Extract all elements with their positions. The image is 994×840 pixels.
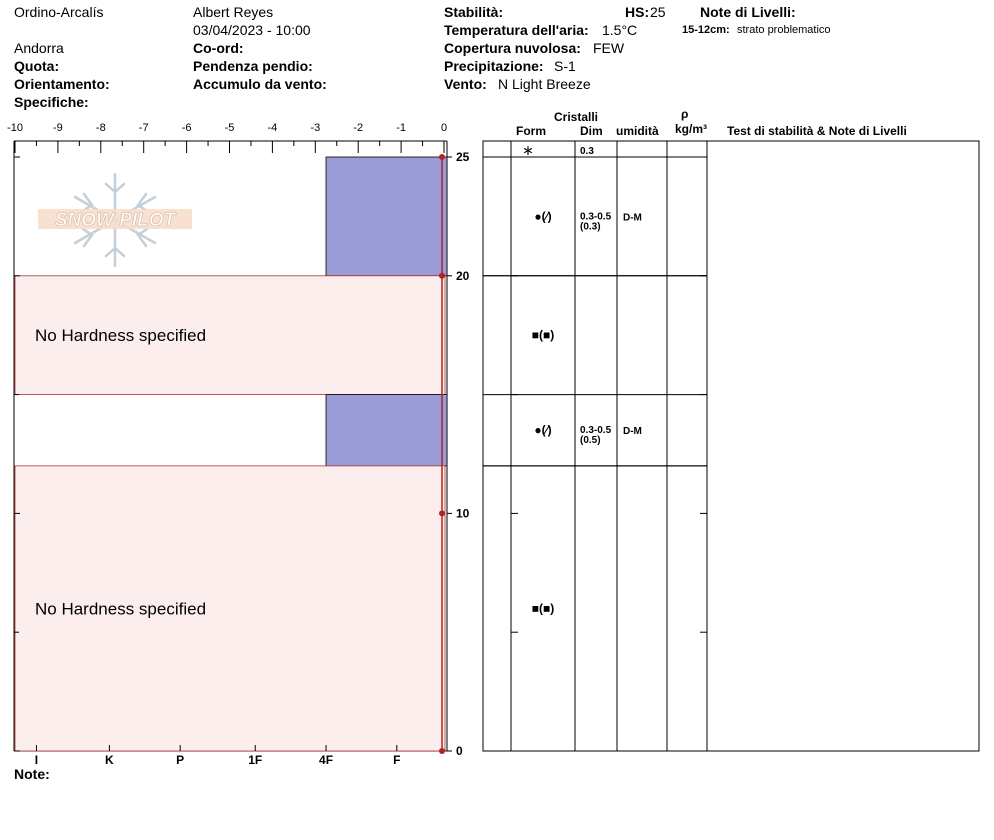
wind-load-label: Accumulo da vento: [193, 76, 327, 92]
grain-size-avg: (0.3) [580, 221, 601, 232]
form-header: Form [516, 124, 546, 138]
grain-form: ●(⁄) [534, 209, 551, 223]
air-temp-label: Temperatura dell'aria: [444, 22, 589, 38]
precip-label: Precipitazione: [444, 58, 544, 74]
temp-tick-label: -5 [225, 122, 235, 134]
surface-form: ∗ [522, 142, 534, 158]
location: Ordino-Arcalís [14, 4, 104, 20]
slope-label: Pendenza pendio: [193, 58, 313, 74]
grain-form: ●(⁄) [534, 423, 551, 437]
no-hardness-layer [14, 275, 446, 395]
temp-tick-label: -8 [96, 122, 106, 134]
coord-label: Co-ord: [193, 40, 244, 56]
density-unit-header: kg/m³ [675, 122, 708, 136]
quota-label: Quota: [14, 58, 60, 74]
cloud-value: FEW [593, 40, 625, 56]
observation-datetime: 03/04/2023 - 10:00 [193, 22, 311, 38]
depth-label: 20 [456, 269, 470, 283]
crystal-table-frame [482, 140, 980, 752]
tests-header: Test di stabilità & Note di Livelli [727, 124, 907, 138]
dim-header: Dim [580, 124, 603, 138]
hs-label: HS: [625, 4, 650, 20]
humidity-header: umidità [616, 124, 659, 138]
country: Andorra [14, 40, 64, 56]
temperature-point [439, 510, 445, 517]
temp-tick-label: -1 [396, 122, 406, 134]
temp-tick-label: 0 [441, 122, 447, 134]
layer-notes-label: Note di Livelli: [700, 4, 796, 20]
temperature-point [439, 154, 445, 160]
temp-tick-label: -9 [53, 122, 63, 134]
no-hardness-layer [14, 465, 446, 752]
orientation-label: Orientamento: [14, 76, 110, 92]
air-temp-value: 1.5°C [602, 22, 638, 38]
grain-form: ■(■) [532, 601, 555, 615]
hardness-label: F [393, 753, 400, 767]
temp-tick-label: -10 [7, 122, 23, 134]
hardness-label: 4F [319, 753, 333, 767]
logo-text: SNOW PILOT [55, 210, 177, 231]
wetness: D-M [623, 212, 642, 223]
temp-tick-label: -4 [268, 122, 278, 134]
temp-tick-label: -6 [182, 122, 192, 134]
depth-label: 25 [456, 150, 470, 164]
grain-size: 0.3-0.5 [580, 211, 612, 222]
wind-value: N Light Breeze [498, 76, 591, 92]
temp-tick-label: -7 [139, 122, 149, 134]
grain-size: 0.3-0.5 [580, 425, 612, 436]
grain-form: ■(■) [532, 328, 555, 342]
no-hardness-label: No Hardness specified [35, 599, 206, 618]
temp-tick-label: -2 [353, 122, 363, 134]
hardness-bar [325, 156, 448, 277]
stability-label: Stabilità: [444, 4, 504, 20]
rho-header: ρ [681, 107, 689, 121]
hardness-label: I [35, 753, 38, 767]
hardness-label: 1F [248, 753, 262, 767]
layer-note-range: 15-12cm: [682, 24, 730, 36]
wetness: D-M [623, 426, 642, 437]
hardness-bar [325, 394, 448, 467]
cloud-label: Copertura nuvolosa: [444, 40, 581, 56]
hs-value: 25 [650, 4, 666, 20]
hardness-label: P [176, 753, 184, 767]
hardness-label: K [105, 753, 114, 767]
specifics-label: Specifiche: [14, 94, 89, 110]
notes-label: Note: [14, 766, 50, 782]
temperature-point [439, 748, 445, 754]
wind-label: Vento: [444, 76, 487, 92]
layer-note-text: strato problematico [737, 24, 831, 36]
no-hardness-label: No Hardness specified [35, 326, 206, 345]
temperature-point [439, 272, 445, 279]
crystals-header: Cristalli [554, 110, 599, 124]
surface-size: 0.3 [580, 146, 594, 157]
precip-value: S-1 [554, 58, 576, 74]
depth-label: 10 [456, 506, 470, 520]
observer-name: Albert Reyes [193, 4, 274, 20]
depth-label: 0 [456, 744, 463, 758]
grain-size-avg: (0.5) [580, 435, 601, 446]
snowpilot-logo: SNOW PILOT [38, 172, 192, 268]
temp-tick-label: -3 [310, 122, 320, 134]
